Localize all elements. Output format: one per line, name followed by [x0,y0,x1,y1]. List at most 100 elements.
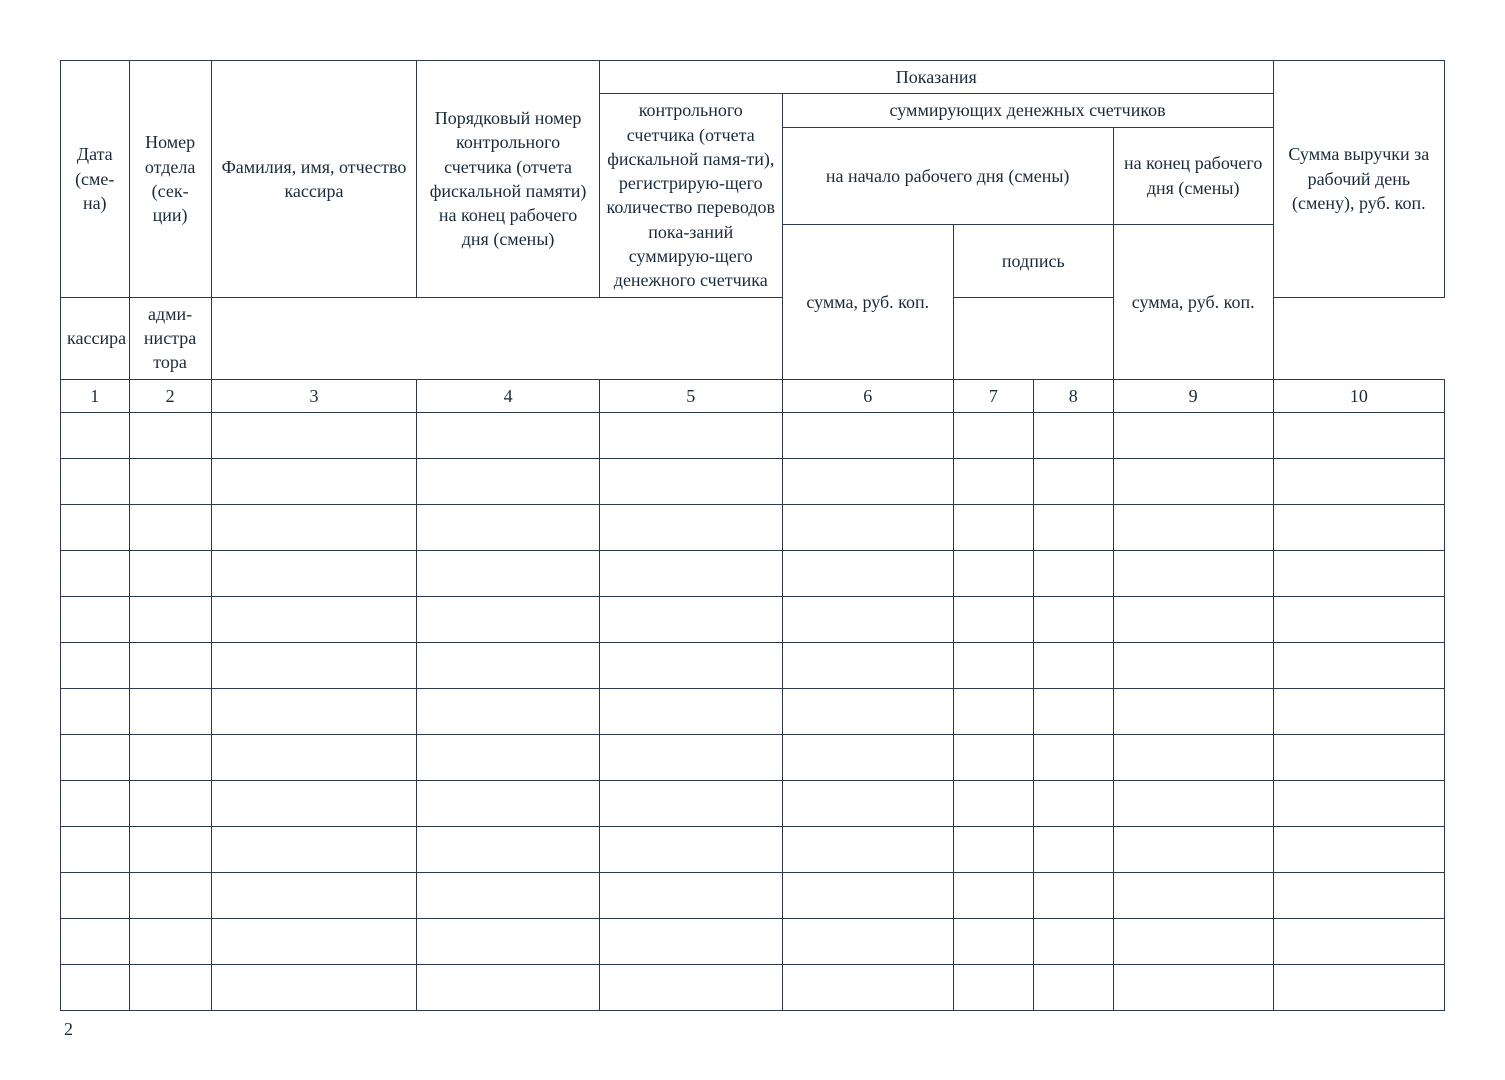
cell [417,964,600,1010]
cell [953,412,1033,458]
cell [782,504,953,550]
cell [599,642,782,688]
cell [61,734,130,780]
cell [782,826,953,872]
cell [417,918,600,964]
cell [211,550,417,596]
cell [953,918,1033,964]
cell [211,734,417,780]
cell [1273,412,1444,458]
col-header-sig-cashier: кассира [61,297,130,379]
cell [211,642,417,688]
cell [599,458,782,504]
cell [782,734,953,780]
table-header: Дата (сме-на) Номер отдела (сек-ции) Фам… [61,61,1445,413]
cell [417,504,600,550]
col-header-serial: Порядковый номер контрольного счетчика (… [417,61,600,298]
cell [1273,734,1444,780]
cell [953,550,1033,596]
cell [1033,504,1113,550]
table-body [61,412,1445,1010]
cell [599,780,782,826]
table-row [61,826,1445,872]
cell [599,688,782,734]
col-header-cashier-name: Фамилия, имя, отчество кассира [211,61,417,298]
cell [1113,504,1273,550]
cell [1273,826,1444,872]
cell [1273,964,1444,1010]
cell [61,596,130,642]
cell [1273,642,1444,688]
cell [129,504,211,550]
cell [1033,780,1113,826]
cell [1033,596,1113,642]
cell [1033,458,1113,504]
cell [129,780,211,826]
col-num: 5 [599,379,782,412]
cell [599,412,782,458]
cell [599,918,782,964]
cell [1033,826,1113,872]
cell [953,734,1033,780]
cell [417,458,600,504]
table-row [61,550,1445,596]
cell [129,734,211,780]
cell [1273,872,1444,918]
cell [211,964,417,1010]
cell [211,504,417,550]
table-row [61,412,1445,458]
cell [61,504,130,550]
col-header-sig-admin: адми-нистра тора [129,297,211,379]
table-row [61,734,1445,780]
cell [61,688,130,734]
cell [211,780,417,826]
col-num: 2 [129,379,211,412]
col-header-shift-end: на конец рабочего дня (смены) [1113,127,1273,224]
cell [61,458,130,504]
table-row [61,964,1445,1010]
table-row [61,596,1445,642]
cell [1113,826,1273,872]
cell [953,504,1033,550]
cell [129,458,211,504]
cell [1113,550,1273,596]
cell [1113,872,1273,918]
cell [129,826,211,872]
cell [417,596,600,642]
cell [599,504,782,550]
cell [1113,412,1273,458]
col-num: 3 [211,379,417,412]
cell [782,458,953,504]
cell [1033,642,1113,688]
table-row [61,504,1445,550]
cell [599,734,782,780]
cell [782,412,953,458]
cell [782,688,953,734]
cell [1273,504,1444,550]
cell [61,918,130,964]
cell [129,688,211,734]
cell [1273,688,1444,734]
table-row [61,458,1445,504]
cell [417,550,600,596]
cell [211,918,417,964]
col-header-date: Дата (сме-на) [61,61,130,298]
cell [1273,550,1444,596]
cell [1033,550,1113,596]
page: Дата (сме-на) Номер отдела (сек-ции) Фам… [0,0,1505,1060]
cell [211,412,417,458]
cell [211,458,417,504]
cell [417,734,600,780]
col-num: 7 [953,379,1033,412]
cell [129,550,211,596]
table-row [61,780,1445,826]
cell [1273,918,1444,964]
cell [599,826,782,872]
cell [129,872,211,918]
cell [1033,412,1113,458]
col-num: 4 [417,379,600,412]
page-number: 2 [64,1019,1445,1040]
col-num: 6 [782,379,953,412]
cell [782,872,953,918]
cell [953,688,1033,734]
